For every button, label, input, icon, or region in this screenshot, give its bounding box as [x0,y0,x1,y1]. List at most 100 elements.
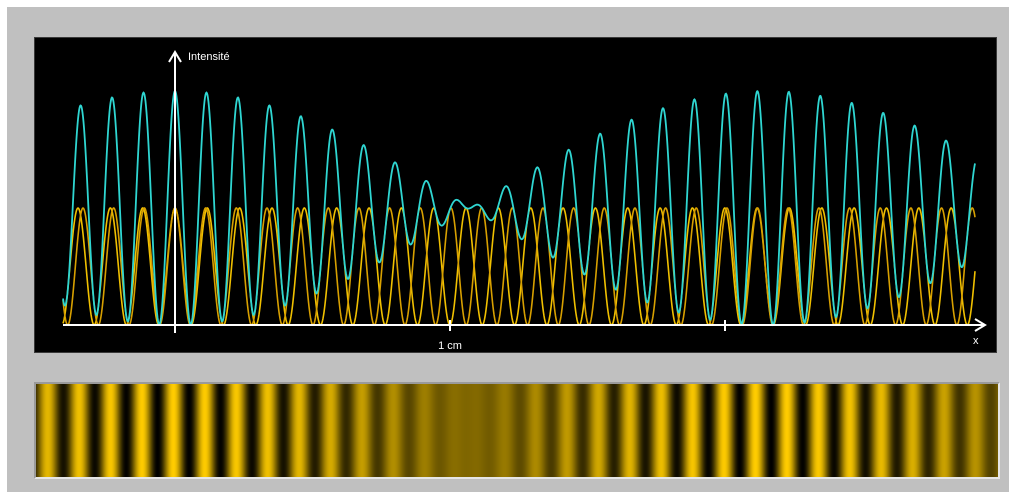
fringe-band [553,384,555,477]
fringe-band [456,384,458,477]
fringe-band [712,384,714,477]
fringe-band [511,384,513,477]
fringe-band [806,384,808,477]
fringe-band [48,384,50,477]
fringe-band [257,384,259,477]
fringe-band [775,384,777,477]
fringe-band [891,384,893,477]
fringe-band [583,384,585,477]
fringe-band [622,384,624,477]
fringe-band [391,384,393,477]
fringe-band [198,384,200,477]
fringe-band [747,384,749,477]
fringe-band [398,384,400,477]
fringe-band [248,384,250,477]
fringe-band [624,384,626,477]
fringe-band [810,384,812,477]
fringe-band [846,384,848,477]
fringe-band [733,384,735,477]
fringe-band [631,384,633,477]
fringe-band [362,384,364,477]
fringe-band [112,384,114,477]
fringe-band [405,384,407,477]
fringe-band [95,384,97,477]
fringe-band [297,384,299,477]
fringe-band [415,384,417,477]
fringe-band [561,384,563,477]
fringe-band [570,384,572,477]
fringe-band [506,384,508,477]
fringe-band [949,384,951,477]
fringe-band [563,384,565,477]
fringe-band [765,384,767,477]
fringe-band [530,384,532,477]
fringe-band [389,384,391,477]
fringe-band [409,384,411,477]
fringe-band [575,384,577,477]
fringe-band [272,384,274,477]
fringe-band [644,384,646,477]
fringe-band [106,384,108,477]
fringe-band [387,384,389,477]
fringe-band [772,384,774,477]
fringe-band [719,384,721,477]
fringe-band [342,384,344,477]
fringe-band [901,384,903,477]
axes-group: Intensité x 1 cm [63,50,987,352]
fringe-band [175,384,177,477]
fringe-band [412,384,414,477]
fringe-band [380,384,382,477]
fringe-band [264,384,266,477]
fringe-band [492,384,494,477]
fringe-band [187,384,189,477]
fringe-band [510,384,512,477]
fringe-band [386,384,388,477]
fringe-band [70,384,72,477]
fringe-band [771,384,773,477]
fringe-band [503,384,505,477]
fringe-band [646,384,648,477]
fringe-band [658,384,660,477]
fringe-band [598,384,600,477]
fringe-band [656,384,658,477]
fringe-band [724,384,726,477]
fringe-band [756,384,758,477]
fringe-band [460,384,462,477]
fringe-band [708,384,710,477]
fringe-band [693,384,695,477]
fringe-band [201,384,203,477]
fringe-band [44,384,46,477]
fringe-band [869,384,871,477]
fringe-band [491,384,493,477]
fringe-band [545,384,547,477]
fringe-band [214,384,216,477]
fringe-band [892,384,894,477]
fringe-band [38,384,40,477]
fringe-band [92,384,94,477]
fringe-band [394,384,396,477]
fringe-band [751,384,753,477]
fringe-band [720,384,722,477]
fringe-band [682,384,684,477]
fringe-band [640,384,642,477]
fringe-band [687,384,689,477]
fringe-band [535,384,537,477]
fringe-strip-svg [36,384,998,477]
fringe-band [423,384,425,477]
fringe-band [375,384,377,477]
fringe-band [754,384,756,477]
fringe-band [276,384,278,477]
fringe-band [100,384,102,477]
fringe-band [157,384,159,477]
fringe-band [231,384,233,477]
fringe-band [780,384,782,477]
fringe-band [84,384,86,477]
fringe-band [343,384,345,477]
fringe-band [619,384,621,477]
fringe-band [770,384,772,477]
fringe-band [967,384,969,477]
fringe-band [904,384,906,477]
fringe-band [976,384,978,477]
fringe-band [54,384,56,477]
fringe-band [225,384,227,477]
